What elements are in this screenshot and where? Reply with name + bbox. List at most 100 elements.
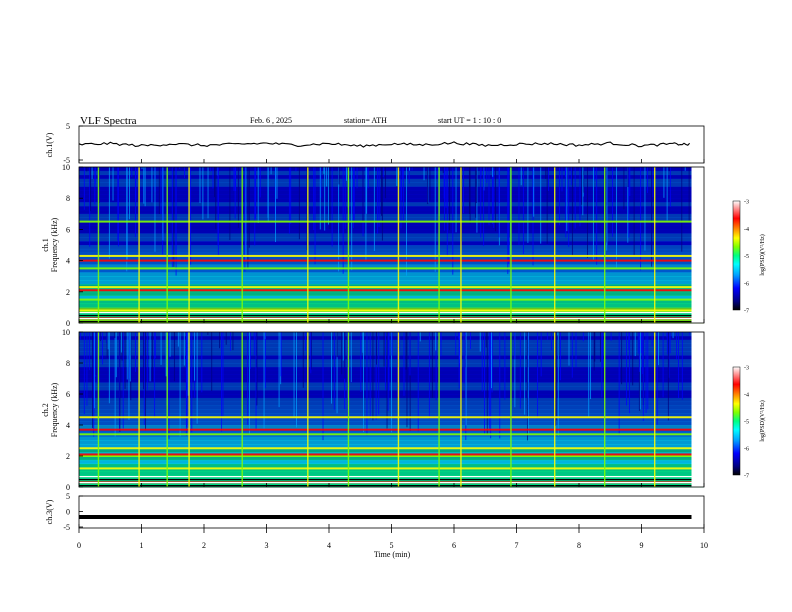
x-tick-label: 10 bbox=[700, 541, 708, 550]
y-tick-label: 2 bbox=[66, 288, 70, 297]
spectrogram-band bbox=[79, 220, 692, 223]
spectrogram-speckle bbox=[253, 332, 255, 355]
spectrogram-speckle bbox=[102, 332, 103, 365]
spectrogram-speckle bbox=[210, 167, 212, 172]
x-tick-label: 5 bbox=[390, 541, 394, 550]
ch1-spectrogram-ylabel-freq: Frequency (kHz) bbox=[50, 217, 59, 272]
spectrogram-speckle bbox=[594, 167, 596, 181]
spectrogram-noise-row bbox=[79, 272, 704, 277]
spectrogram-noise-row bbox=[79, 479, 704, 484]
ch1-colorbar bbox=[732, 200, 741, 311]
spectrogram-speckle bbox=[606, 167, 608, 246]
spectrogram-speckle bbox=[565, 167, 566, 177]
spectrogram-speckle bbox=[639, 332, 641, 410]
spectrogram-speckle bbox=[514, 332, 516, 408]
spectrogram-noise-row bbox=[79, 280, 704, 285]
spectrogram-speckle bbox=[485, 332, 487, 348]
spectrogram-speckle bbox=[669, 167, 670, 172]
spectrogram-speckle bbox=[247, 167, 249, 269]
spectrogram-speckle bbox=[94, 332, 96, 377]
y-tick-label: 0 bbox=[66, 319, 70, 328]
spectrogram-speckle bbox=[151, 332, 153, 382]
spectrogram-speckle bbox=[645, 332, 647, 414]
spectrogram-sferic bbox=[241, 332, 243, 487]
spectrogram-speckle bbox=[627, 167, 629, 243]
spectrogram-speckle bbox=[207, 167, 209, 219]
y-tick-label: 5 bbox=[66, 122, 70, 131]
spectrogram-speckle bbox=[363, 332, 364, 433]
spectrogram-noise-row bbox=[79, 198, 704, 203]
spectrogram-speckle bbox=[162, 167, 164, 241]
spectrogram-speckle bbox=[463, 167, 464, 214]
spectrogram-speckle bbox=[215, 167, 217, 230]
spectrogram-noise-row bbox=[79, 260, 704, 265]
spectrogram-speckle bbox=[328, 167, 329, 225]
spectrogram-speckle bbox=[168, 332, 170, 439]
spectrogram-speckle bbox=[571, 167, 573, 256]
spectrogram-speckle bbox=[196, 332, 198, 424]
spectrogram-speckle bbox=[518, 167, 520, 245]
spectrogram-speckle bbox=[199, 167, 201, 204]
spectrogram-noise-row bbox=[79, 436, 704, 441]
y-tick-label: 5 bbox=[66, 492, 70, 501]
spectrogram-speckle bbox=[494, 167, 496, 232]
spectrogram-speckle bbox=[592, 167, 594, 260]
spectrogram-band bbox=[79, 289, 692, 292]
spectrogram-speckle bbox=[331, 167, 333, 247]
spectrogram-speckle bbox=[375, 332, 377, 420]
spectrogram-speckle bbox=[557, 332, 559, 336]
spectrogram-speckle bbox=[90, 167, 92, 211]
spectrogram-speckle bbox=[399, 332, 401, 352]
colorbar-tick-label: -3 bbox=[744, 200, 749, 206]
x-tick-label: 3 bbox=[265, 541, 269, 550]
spectrogram-sferic bbox=[604, 332, 606, 487]
x-tick-label: 0 bbox=[77, 541, 81, 550]
spectrogram-speckle bbox=[94, 332, 96, 409]
spectrogram-speckle bbox=[455, 332, 457, 356]
spectrogram-noise-row bbox=[79, 252, 704, 257]
spectrogram-noise-row bbox=[79, 284, 704, 289]
spectrogram-noise-row bbox=[79, 448, 704, 453]
spectrogram-speckle bbox=[658, 332, 659, 366]
spectrogram-speckle bbox=[83, 167, 85, 210]
spectrogram-speckle bbox=[256, 332, 258, 406]
spectrogram-speckle bbox=[434, 167, 436, 272]
spectrogram-speckle bbox=[568, 332, 570, 366]
x-tick-label: 7 bbox=[515, 541, 519, 550]
spectrogram-speckle bbox=[435, 332, 437, 351]
spectrogram-speckle bbox=[406, 332, 408, 428]
spectrogram-speckle bbox=[623, 167, 625, 210]
spectrogram-noise-row bbox=[79, 444, 704, 449]
spectrogram-speckle bbox=[130, 332, 132, 401]
spectrogram-speckle bbox=[320, 167, 322, 198]
spectrogram-speckle bbox=[214, 167, 215, 198]
spectrogram-sferic bbox=[97, 167, 100, 323]
spectrogram-speckle bbox=[647, 332, 649, 410]
spectrogram-speckle bbox=[574, 167, 576, 229]
spectrogram-speckle bbox=[154, 332, 156, 359]
x-tick-label: 1 bbox=[140, 541, 144, 550]
spectrogram-speckle bbox=[402, 167, 404, 180]
spectrogram-speckle bbox=[663, 167, 665, 198]
spectrogram-speckle bbox=[373, 167, 375, 252]
spectrogram-speckle bbox=[94, 167, 96, 205]
spectrogram-noise-row bbox=[79, 178, 704, 183]
spectrogram-speckle bbox=[324, 167, 326, 231]
spectrogram-speckle bbox=[336, 332, 338, 358]
spectrogram-speckle bbox=[629, 332, 631, 414]
spectrogram-speckle bbox=[112, 167, 114, 201]
spectrogram-noise-row bbox=[79, 194, 704, 199]
spectrogram-speckle bbox=[666, 332, 668, 355]
spectrogram-speckle bbox=[385, 167, 386, 199]
spectrogram-speckle bbox=[446, 167, 448, 256]
colorbar-tick-label: -6 bbox=[744, 281, 749, 287]
spectrogram-speckle bbox=[559, 167, 560, 226]
spectrogram-speckle bbox=[498, 167, 500, 238]
spectrogram-speckle bbox=[382, 167, 384, 178]
spectrogram-noise-row bbox=[79, 456, 704, 461]
spectrogram-noise-row bbox=[79, 213, 704, 218]
spectrogram-lowfreq-stripe bbox=[79, 479, 704, 481]
spectrogram-speckle bbox=[356, 167, 358, 189]
